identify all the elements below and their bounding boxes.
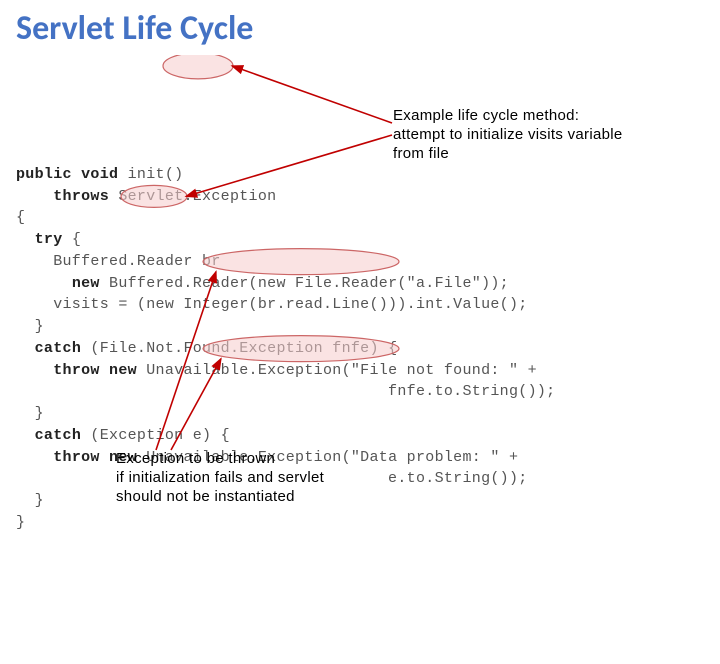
code-line: catch (File.Not.Found.Exception fnfe) { bbox=[16, 338, 704, 360]
code-line: { bbox=[16, 207, 704, 229]
anno-bot-l1: Exception to be thrown bbox=[116, 450, 275, 467]
code-block: public void init() throws Servlet.Except… bbox=[16, 55, 704, 664]
anno-top-l1: Example life cycle method: bbox=[393, 107, 579, 124]
code-line: } bbox=[16, 403, 704, 425]
code-line: throws Servlet.Exception bbox=[16, 186, 704, 208]
code-line: public void init() bbox=[16, 164, 704, 186]
annotation-top: Example life cycle method: attempt to in… bbox=[393, 107, 653, 163]
page-title: Servlet Life Cycle bbox=[16, 8, 704, 49]
code-line: new Buffered.Reader(new File.Reader("a.F… bbox=[16, 273, 704, 295]
code-line: fnfe.to.String()); bbox=[16, 381, 704, 403]
annotation-bottom: Exception to be thrown if initialization… bbox=[116, 450, 376, 506]
highlight-ellipse bbox=[163, 55, 233, 79]
code-line: visits = (new Integer(br.read.Line())).i… bbox=[16, 294, 704, 316]
code-line: catch (Exception e) { bbox=[16, 425, 704, 447]
code-line: } bbox=[16, 512, 704, 534]
arrow-line bbox=[232, 66, 392, 123]
anno-bot-l3: should not be instantiated bbox=[116, 488, 295, 505]
code-line: } bbox=[16, 316, 704, 338]
code-line: try { bbox=[16, 229, 704, 251]
anno-top-l3: from file bbox=[393, 145, 449, 162]
anno-bot-l2: if initialization fails and servlet bbox=[116, 469, 324, 486]
anno-top-l2: attempt to initialize visits variable bbox=[393, 126, 623, 143]
code-line: Buffered.Reader br bbox=[16, 251, 704, 273]
code-line: throw new Unavailable.Exception("File no… bbox=[16, 360, 704, 382]
